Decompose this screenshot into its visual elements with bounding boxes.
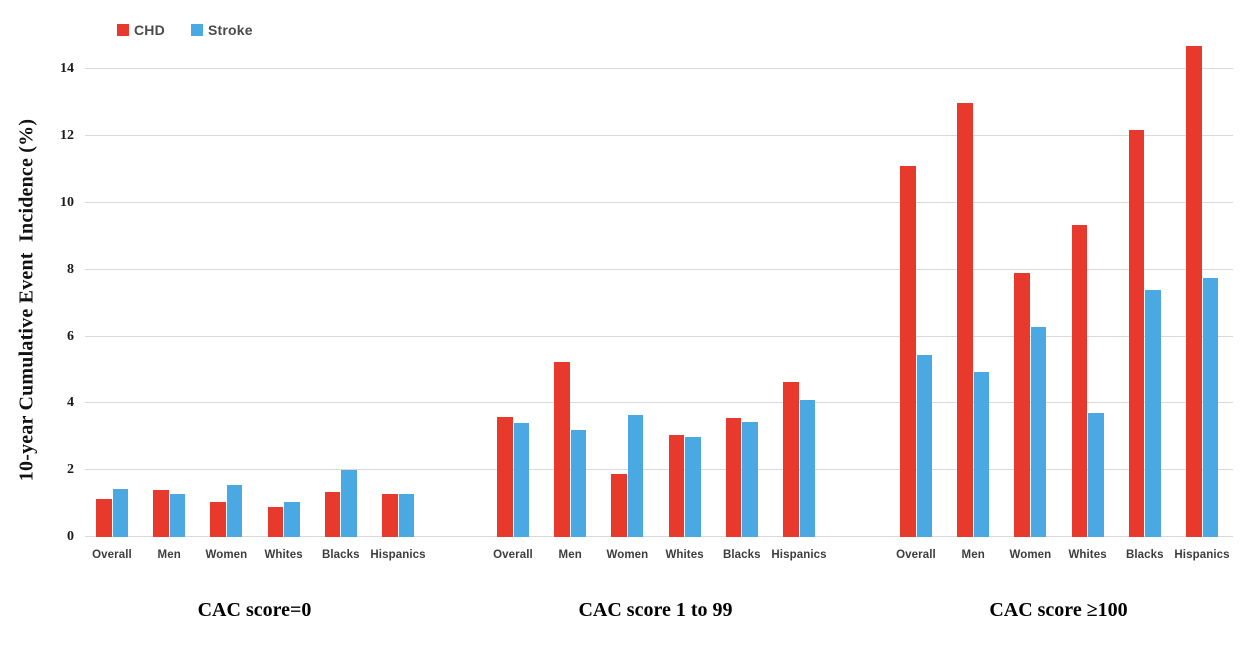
group-label-1: CAC score=0	[197, 599, 312, 621]
group-label-3: CAC score ≥100	[989, 599, 1128, 621]
stroke-square-icon	[190, 24, 203, 36]
gridline-y-6	[85, 335, 1233, 337]
bar-stroke-men-group3	[973, 371, 990, 537]
y-tick-label-2: 2	[67, 462, 74, 478]
bar-stroke-hispanics-group2	[799, 400, 815, 537]
bar-chd-hispanics-group3	[1186, 46, 1202, 537]
bar-chd-hispanics-group1	[382, 493, 398, 537]
bar-stroke-hispanics-group3	[1202, 278, 1218, 537]
x-label-blacks-group3: Blacks	[1125, 549, 1164, 561]
bar-chd-men-group2	[554, 361, 570, 537]
chd-square-icon	[117, 24, 129, 36]
bar-chd-overall-group3	[900, 166, 916, 537]
x-label-hispanics-group3: Hispanics	[1174, 549, 1230, 561]
x-label-men-group1: Men	[157, 549, 181, 561]
x-label-hispanics-group2: Hispanics	[771, 549, 827, 561]
bar-stroke-blacks-group1	[341, 470, 357, 537]
x-label-whites-group1: Whites	[264, 549, 303, 561]
bar-chd-overall-group2	[497, 416, 513, 537]
x-label-overall-group1: Overall	[92, 549, 132, 561]
plot-area	[85, 0, 1233, 537]
x-label-blacks-group1: Blacks	[321, 549, 360, 561]
bar-stroke-overall-group1	[112, 488, 128, 537]
y-tick-label-12: 12	[60, 128, 74, 144]
legend-label-stroke: Stroke	[207, 22, 253, 38]
x-label-whites-group3: Whites	[1068, 549, 1107, 561]
y-axis-title: 10-year Cumulative Event Incidence (%)	[15, 118, 38, 482]
x-label-women-group2: Women	[606, 549, 649, 561]
y-tick-label-0: 0	[67, 529, 74, 544]
bar-chd-hispanics-group2	[783, 381, 799, 537]
bar-stroke-whites-group1	[284, 501, 300, 537]
y-tick-label-6: 6	[67, 328, 74, 344]
bar-stroke-blacks-group3	[1145, 289, 1161, 537]
bar-stroke-women-group2	[627, 415, 644, 537]
y-tick-label-8: 8	[67, 261, 74, 277]
bar-chd-blacks-group3	[1128, 129, 1145, 537]
bar-stroke-blacks-group2	[742, 421, 758, 537]
x-label-women-group1: Women	[205, 549, 248, 561]
x-label-overall-group3: Overall	[896, 549, 936, 561]
x-label-overall-group2: Overall	[493, 549, 533, 561]
legend-item-stroke: Stroke	[190, 22, 253, 38]
bar-stroke-overall-group2	[513, 423, 529, 537]
bar-stroke-men-group2	[570, 430, 587, 537]
legend-item-chd: CHD	[117, 22, 165, 38]
bar-chd-whites-group2	[668, 435, 685, 537]
bar-stroke-overall-group3	[916, 354, 932, 537]
bar-stroke-hispanics-group1	[398, 493, 414, 537]
bar-stroke-women-group1	[226, 485, 243, 537]
gridline-y-14	[85, 68, 1233, 70]
gridline-y-0	[85, 536, 1233, 537]
x-label-men-group2: Men	[558, 549, 582, 561]
bar-stroke-women-group3	[1030, 326, 1047, 537]
y-tick-label-10: 10	[60, 195, 74, 210]
gridline-y-12	[85, 135, 1233, 137]
bar-chd-blacks-group2	[725, 418, 742, 537]
bar-chd-men-group3	[957, 102, 973, 537]
x-label-whites-group2: Whites	[665, 549, 704, 561]
gridline-y-2	[85, 469, 1233, 471]
bar-chd-women-group3	[1014, 273, 1030, 537]
x-label-blacks-group2: Blacks	[722, 549, 761, 561]
bar-chd-women-group1	[210, 501, 226, 537]
y-tick-label-14: 14	[60, 61, 74, 77]
x-label-hispanics-group1: Hispanics	[370, 549, 426, 561]
group-label-2: CAC score 1 to 99	[578, 599, 733, 621]
bar-chd-whites-group1	[267, 506, 284, 537]
legend-label-chd: CHD	[134, 22, 165, 38]
gridline-y-10	[85, 202, 1233, 203]
gridline-y-8	[85, 268, 1233, 270]
bar-chd-women-group2	[611, 473, 627, 537]
y-tick-label-4: 4	[67, 395, 74, 411]
bar-stroke-whites-group3	[1088, 413, 1104, 537]
bar-chd-men-group1	[153, 490, 169, 537]
bar-chd-whites-group3	[1071, 224, 1088, 537]
bar-chd-overall-group1	[96, 498, 112, 537]
x-label-women-group3: Women	[1009, 549, 1052, 561]
chart-legend: CHD Stroke	[117, 22, 253, 38]
gridline-y-4	[85, 402, 1233, 404]
bar-chd-blacks-group1	[324, 491, 341, 537]
x-label-men-group3: Men	[961, 549, 985, 561]
bar-stroke-men-group1	[169, 493, 186, 537]
bar-stroke-whites-group2	[685, 436, 701, 537]
